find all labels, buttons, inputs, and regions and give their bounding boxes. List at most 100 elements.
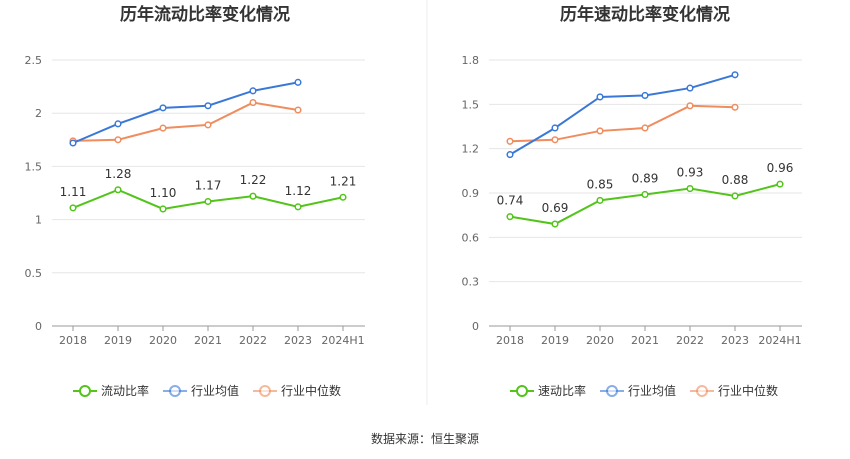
data-point (686, 185, 694, 193)
y-tick-label: 0.6 (462, 231, 480, 244)
series-line (509, 104, 736, 143)
data-point (596, 127, 604, 135)
chart-quick-ratio: 历年速动比率变化情况 0 0.3 0.6 0.9 1.2 1.5 1.8 2018 2019 202… (462, 4, 802, 398)
legend-marker (259, 385, 271, 397)
data-point (551, 136, 559, 144)
x-tick-label: 2021 (631, 334, 659, 347)
x-tick-label: 2020 (149, 334, 177, 347)
data-point (596, 93, 604, 101)
data-point (596, 196, 604, 204)
y-tick-label: 0.3 (462, 276, 480, 289)
data-point (204, 121, 212, 129)
series-line (72, 81, 299, 144)
series-line (509, 73, 736, 156)
data-point (506, 213, 514, 221)
data-label: 0.93 (677, 166, 704, 180)
legend-label: 行业中位数 (718, 383, 778, 398)
series-line (72, 101, 299, 142)
data-point (776, 180, 784, 188)
legend-label: 行业均值 (628, 383, 676, 398)
y-tick-label: 0 (472, 320, 479, 333)
data-point (294, 106, 302, 114)
y-tick-label: 2.5 (25, 54, 43, 67)
x-tick-label: 2019 (104, 334, 132, 347)
y-tick-label: 0.5 (25, 267, 43, 280)
data-point (69, 204, 77, 212)
data-point (551, 124, 559, 132)
data-label: 0.89 (632, 171, 659, 185)
data-point (641, 190, 649, 199)
data-point (731, 103, 739, 111)
data-point (686, 102, 694, 110)
x-tick-label: 2021 (194, 334, 222, 347)
data-point (641, 91, 649, 100)
chart-current-ratio: 历年流动比率变化情况 0 0.5 1 1.5 2 2.5 2018 2019 2020 2021 20… (25, 4, 365, 398)
x-tick-label: 2023 (284, 334, 312, 347)
data-point (294, 78, 302, 86)
y-tick-label: 0.9 (462, 187, 480, 200)
data-label: 0.88 (722, 173, 749, 187)
data-label: 1.12 (285, 184, 312, 198)
x-tick-label: 2024H1 (321, 334, 364, 347)
chart-title: 历年流动比率变化情况 (120, 4, 290, 25)
data-point (159, 124, 167, 132)
legend-label: 行业均值 (191, 383, 239, 398)
legend-marker (79, 385, 91, 397)
y-tick-label: 1.8 (462, 54, 480, 67)
data-point (204, 102, 212, 110)
data-point (294, 203, 302, 211)
y-tick-label: 2 (35, 107, 42, 120)
legend-marker (169, 385, 181, 397)
data-point (114, 120, 122, 128)
x-tick-label: 2018 (496, 334, 524, 347)
data-point (114, 186, 122, 194)
data-label: 1.10 (150, 186, 177, 200)
y-tick-label: 1 (35, 214, 42, 227)
legend-marker (606, 385, 618, 397)
data-source: 数据来源：恒生聚源 (371, 431, 479, 446)
y-tick-label: 0 (35, 320, 42, 333)
data-label: 1.21 (330, 174, 357, 188)
data-label: 0.85 (587, 177, 614, 191)
x-tick-label: 2024H1 (758, 334, 801, 347)
data-point (731, 71, 739, 79)
legend-label: 流动比率 (101, 383, 149, 398)
x-tick-label: 2018 (59, 334, 87, 347)
x-tick-label: 2020 (586, 334, 614, 347)
data-point (114, 136, 122, 144)
x-tick-label: 2022 (239, 334, 267, 347)
data-point (69, 139, 77, 147)
data-point (506, 151, 514, 159)
data-point (159, 205, 167, 213)
x-tick-label: 2023 (721, 334, 749, 347)
data-point (686, 84, 694, 92)
data-point (339, 193, 347, 201)
data-label: 0.69 (542, 201, 569, 215)
data-point (204, 197, 212, 206)
data-point (731, 192, 739, 200)
y-tick-label: 1.5 (462, 98, 480, 111)
data-label: 1.11 (60, 185, 87, 199)
data-label: 1.17 (195, 179, 222, 193)
data-point (159, 104, 167, 112)
y-tick-label: 1.5 (25, 160, 43, 173)
data-label: 0.96 (767, 161, 794, 175)
data-point (551, 220, 559, 228)
data-point (641, 124, 649, 132)
data-point (249, 192, 257, 200)
legend-label: 行业中位数 (281, 383, 341, 398)
data-label: 1.22 (240, 173, 267, 187)
legend-marker (696, 385, 708, 397)
data-point (506, 137, 514, 145)
legend-marker (516, 385, 528, 397)
chart-title: 历年速动比率变化情况 (560, 4, 730, 25)
data-label: 1.28 (105, 167, 132, 181)
x-tick-label: 2019 (541, 334, 569, 347)
x-tick-label: 2022 (676, 334, 704, 347)
data-point (249, 99, 257, 107)
legend-label: 速动比率 (538, 383, 586, 398)
y-tick-label: 1.2 (462, 143, 480, 156)
data-label: 0.74 (497, 194, 524, 208)
data-point (249, 87, 257, 95)
